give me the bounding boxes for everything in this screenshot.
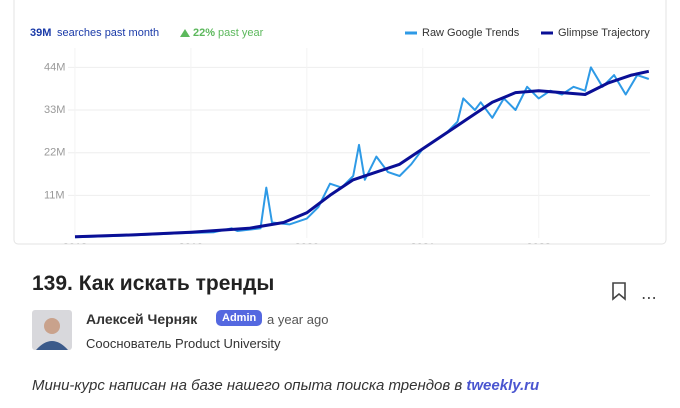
x-tick-label: 2020	[295, 242, 319, 246]
volume-label: searches past month	[57, 27, 159, 39]
legend-label: Glimpse Trajectory	[558, 27, 650, 39]
growth-arrow	[180, 29, 190, 37]
series-line	[74, 66, 650, 239]
growth-label: past year	[218, 27, 264, 39]
y-tick-label: 44M	[44, 61, 65, 73]
series-line	[74, 69, 650, 239]
excerpt-text: Мини-курс написан на базе нашего опыта п…	[32, 377, 467, 394]
link[interactable]: tweekly.ru	[466, 377, 540, 394]
excerpt: Мини-курс написан на базе нашего опыта п…	[32, 377, 539, 394]
growth: 22%	[193, 27, 215, 39]
x-tick-label: 2018	[63, 242, 87, 246]
author-role: Сооснователь Product University	[86, 336, 281, 351]
x-tick-label: 2019	[179, 242, 203, 246]
bookmark-icon[interactable]	[610, 281, 628, 301]
post-time: a year ago	[267, 312, 329, 327]
volume: 39M	[30, 27, 51, 39]
y-tick-label: 11M	[44, 189, 65, 201]
badge: Admin	[216, 310, 263, 326]
more-menu[interactable]: ⋯	[641, 290, 658, 307]
chart-card	[13, 0, 667, 245]
chart: 11M 22M 33M 44M 2018 2019 2020 2021 2022 39M sea…	[13, 0, 667, 246]
y-tick-label: 22M	[44, 147, 65, 159]
post-title[interactable]: 139. Как искать тренды	[32, 272, 275, 295]
y-tick-label: 33M	[44, 104, 65, 116]
x-tick-label: 2021	[411, 242, 435, 246]
avatar[interactable]	[32, 310, 72, 350]
author[interactable]: Алексей Черняк	[86, 311, 198, 327]
plot: 11M 22M 33M 44M 2018 2019 2020 2021 2022	[44, 48, 650, 246]
legend-label: Raw Google Trends	[422, 27, 520, 39]
x-tick-label: 2022	[526, 242, 550, 246]
